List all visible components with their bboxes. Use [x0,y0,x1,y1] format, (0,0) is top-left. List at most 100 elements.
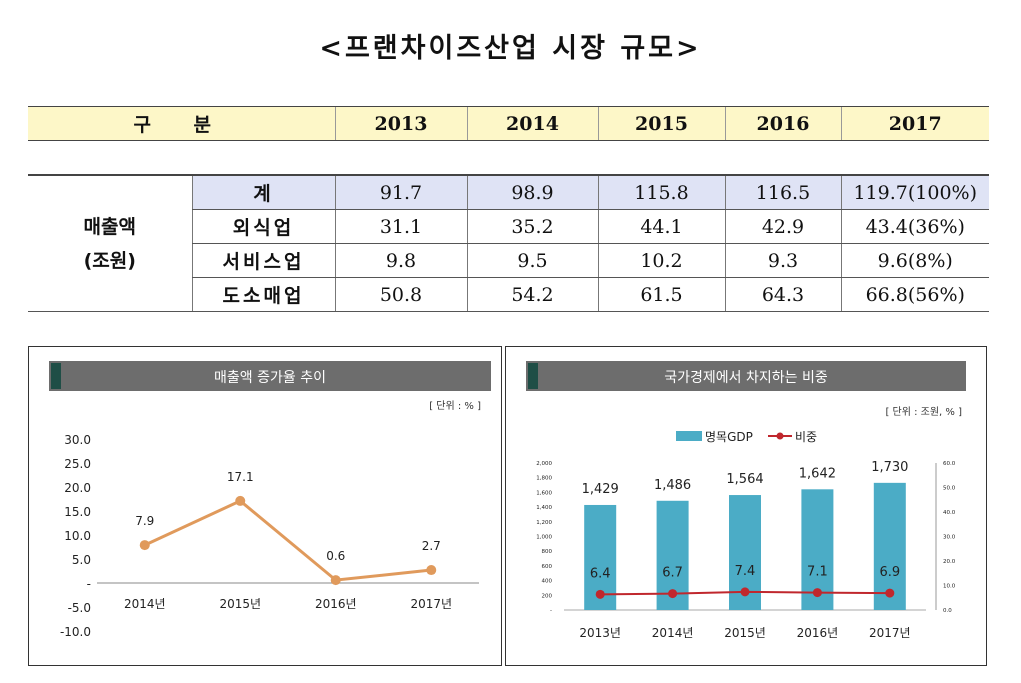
x-tick-label: 2016년 [315,597,357,611]
x-tick-label: 2015년 [219,597,261,611]
table-cell: 44.1 [597,209,725,244]
category-label: 매출액 [83,215,136,238]
share-point [885,588,895,598]
share-data-label: 6.7 [662,566,683,581]
y-tick-label: 30.0 [64,433,91,447]
chart-title-bar [526,361,966,391]
y-tick-label: 15.0 [64,505,91,519]
y-tick-label: 20.0 [64,481,91,495]
legend: 명목GDP 비중 [676,430,817,444]
share-data-label: 7.4 [735,564,756,579]
table-cell: 35.2 [466,209,598,244]
category-cell: 매출액 (조원) [28,174,192,312]
data-label: 7.9 [135,514,154,528]
table-cell: 54.2 [466,277,598,312]
unit-note: [ 단위 : 조원, % ] [885,405,962,418]
data-point [330,575,341,586]
table-cell: 9.6(8%) [840,243,989,278]
table-cell: 9.5 [466,243,598,278]
share-point [595,589,605,599]
y-tick-label: 25.0 [64,457,91,471]
right-tick-label: 20.0 [943,559,956,565]
legend-label-share: 비중 [795,430,817,444]
table-cell: 98.9 [466,174,598,210]
unit-note: [ 단위 : % ] [429,399,481,412]
table-cell: 116.5 [724,174,841,210]
share-point [740,587,750,597]
table-header-row: 구 분 2013 2014 2015 2016 2017 [28,106,989,141]
left-tick-label: 1,600 [536,490,552,496]
chart-title-accent [528,363,538,389]
data-point [139,540,150,551]
y-tick-label: 10.0 [64,529,91,543]
data-label: 2.7 [422,539,441,553]
left-tick-label: 200 [542,593,553,599]
data-point [235,495,246,506]
left-tick-label: - [550,608,552,614]
legend-line-marker [776,432,784,440]
table-cell: 66.8(56%) [840,277,989,312]
table-cell: 10.2 [597,243,725,278]
table-cell: 31.1 [334,209,467,244]
left-tick-label: 400 [542,579,553,585]
x-tick-label: 2017년 [410,597,452,611]
left-tick-label: 1,800 [536,476,552,482]
data-label: 0.6 [326,549,345,563]
right-tick-label: 30.0 [943,535,956,541]
share-point [668,589,678,599]
header-cell: 2016 [724,106,841,141]
right-tick-label: 50.0 [943,486,956,492]
table-row: 매출액 (조원) 계 91.7 98.9 115.8 116.5 119.7(1… [28,174,989,312]
y-tick-label: -5.0 [68,601,91,615]
page-title: <프랜차이즈산업 시장 규모> [319,33,702,64]
table-cell: 50.8 [334,277,467,312]
x-tick-label: 2014년 [652,626,694,640]
right-tick-label: 40.0 [943,510,956,516]
x-tick-label: 2013년 [579,626,621,640]
bar-data-label: 1,429 [582,482,619,497]
table-cell: 9.8 [334,243,467,278]
table-cell: 64.3 [724,277,841,312]
bar-data-label: 1,642 [799,466,836,481]
table-cell: 115.8 [597,174,725,210]
table-cell: 43.4(36%) [840,209,989,244]
header-cell: 2015 [597,106,725,141]
right-tick-label: 10.0 [943,584,956,590]
table-cell: 9.3 [724,243,841,278]
left-tick-label: 1,000 [536,535,552,541]
growth-rate-chart-panel: 매출액 증가율 추이 [ 단위 : % ] 30.0 25.0 20.0 15.0 10… [28,346,502,666]
market-size-table: 구 분 2013 2014 2015 2016 2017 매출액 (조원) 계 … [28,106,989,312]
header-cell: 2014 [466,106,598,141]
chart-title-accent [51,363,61,389]
row-label: 외식업 [191,209,335,244]
chart-title: 매출액 증가율 추이 [214,370,326,386]
legend-bar-swatch [676,431,702,441]
chart-title: 국가경제에서 차지하는 비중 [664,370,828,386]
table-cell: 91.7 [334,174,467,210]
table-cell: 42.9 [724,209,841,244]
gdp-share-chart: 국가경제에서 차지하는 비중 [ 단위 : 조원, % ] 명목GDP 비중 2… [526,361,966,640]
y-tick-label: 5.0 [72,553,91,567]
data-point [426,565,437,576]
share-data-label: 6.9 [879,565,900,580]
y-tick-label: - [87,577,91,591]
left-tick-label: 1,200 [536,520,552,526]
header-cell: 2013 [334,106,467,141]
legend-label-gdp: 명목GDP [705,430,753,444]
series-line [144,499,432,582]
category-unit: (조원) [83,249,136,272]
share-data-label: 7.1 [807,565,828,580]
table-cell: 61.5 [597,277,725,312]
header-cell: 구 분 [28,106,335,141]
table-row: 외식업 31.1 35.2 44.1 42.9 43.4(36%) [28,209,989,244]
row-label: 서비스업 [191,243,335,278]
share-point [812,588,822,598]
row-label: 도소매업 [191,277,335,312]
y-tick-label: -10.0 [60,625,91,639]
row-label: 계 [191,174,335,210]
growth-rate-chart: 매출액 증가율 추이 [ 단위 : % ] 30.0 25.0 20.0 15.0 10… [49,361,491,639]
left-tick-label: 1,400 [536,505,552,511]
x-tick-label: 2016년 [797,626,839,640]
left-tick-label: 2,000 [536,461,552,467]
right-tick-label: 0.0 [943,608,952,614]
